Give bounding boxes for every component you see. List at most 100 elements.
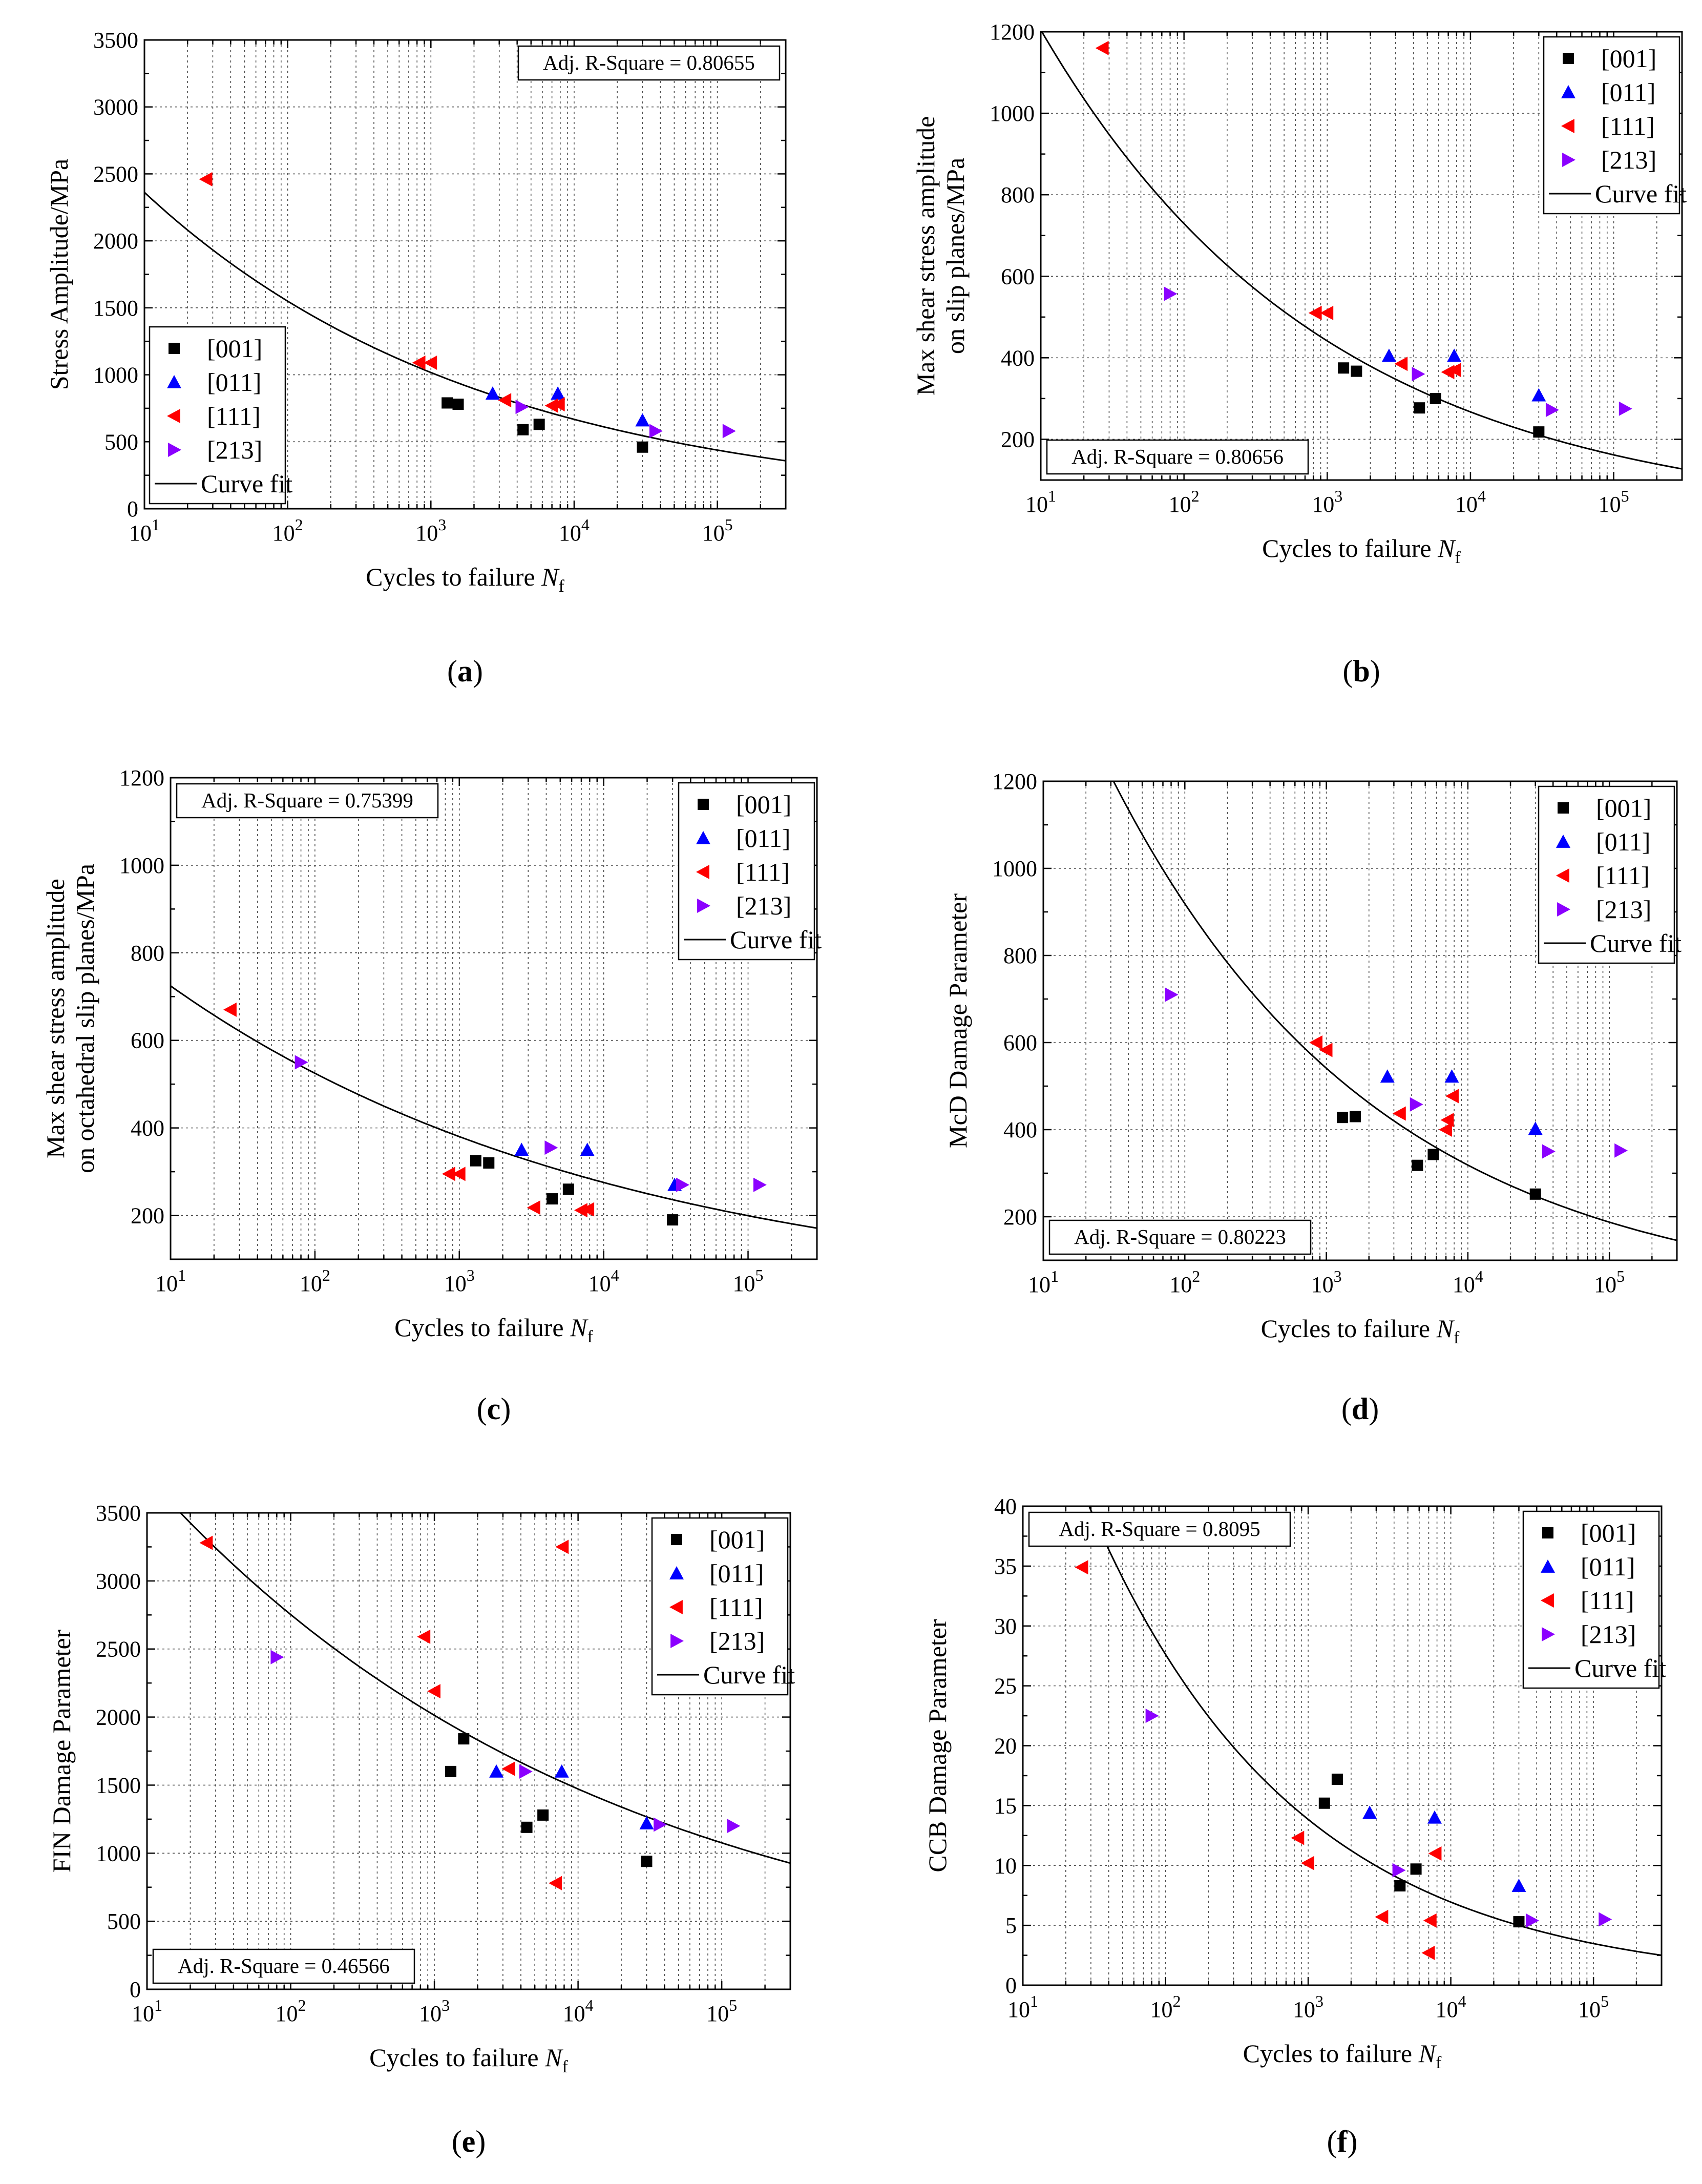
x-axis-title: Cycles to failure Nf: [1243, 2039, 1442, 2072]
data-point-s213: [1619, 401, 1632, 416]
data-point-s001: [445, 1765, 457, 1777]
legend-label-s213: [213]: [1601, 145, 1656, 174]
data-point-s001: [1394, 1880, 1406, 1891]
legend-label-fit: Curve fit: [1595, 179, 1687, 208]
y-tick-label: 3500: [96, 1501, 141, 1526]
legend-marker-s011: [1561, 85, 1575, 98]
data-point-s111: [442, 1167, 455, 1181]
series-s213: [270, 1650, 741, 1834]
data-point-s213: [649, 424, 663, 439]
data-point-s011: [1362, 1805, 1377, 1819]
legend: [001] [011] [111] [213] Curve fit: [1543, 36, 1687, 215]
data-point-s213: [1410, 1097, 1423, 1112]
data-point-s213: [654, 1817, 667, 1832]
data-point-s001: [458, 1733, 470, 1745]
y-tick-label: 1000: [990, 101, 1035, 126]
legend-marker-s111: [1561, 119, 1574, 133]
data-point-s213: [727, 1819, 741, 1834]
legend-label-s213: [213]: [1596, 895, 1651, 924]
data-point-s011: [551, 386, 565, 400]
y-tick-label: 2500: [96, 1637, 141, 1662]
y-tick-label: 30: [994, 1614, 1017, 1639]
legend-marker-s001: [169, 343, 180, 354]
legend-label-s213: [213]: [736, 891, 791, 920]
y-tick-label: 1000: [96, 1841, 141, 1866]
y-tick-label: 5: [1005, 1913, 1017, 1938]
x-tick-label: 102: [1169, 1267, 1200, 1297]
plot-frame: [1042, 780, 1678, 1261]
y-tick-label: 2500: [93, 161, 138, 186]
y-tick-label: 0: [130, 1977, 141, 2002]
legend-marker-s111: [167, 409, 180, 423]
data-point-s111: [1421, 1945, 1435, 1960]
data-point-s001: [452, 399, 464, 410]
data-point-s001: [637, 441, 648, 453]
grid: [1023, 1506, 1662, 1985]
y-axis-title: Max shear stress amplitude: [911, 116, 940, 396]
y-tick-label: 20: [994, 1734, 1017, 1759]
x-axis-title: Cycles to failure Nf: [366, 563, 564, 596]
data-point-s001: [562, 1183, 574, 1195]
series-s111: [1095, 40, 1461, 380]
legend-marker-s001: [1542, 1527, 1553, 1538]
data-point-s001: [1412, 1159, 1423, 1171]
series-s001: [445, 1733, 653, 1867]
legend-label-s111: [111]: [207, 402, 261, 430]
data-point-s001: [1337, 1112, 1349, 1124]
legend-label-s213: [213]: [207, 435, 262, 464]
legend-label-s011: [011]: [207, 368, 261, 397]
data-point-s111: [574, 1203, 587, 1218]
curve-fit-line: [171, 985, 817, 1229]
data-point-s213: [515, 400, 529, 414]
panel-label: (f): [1327, 2125, 1358, 2158]
data-point-s111: [427, 1684, 440, 1699]
data-point-s011: [1447, 348, 1462, 362]
r-square-box: [517, 45, 781, 81]
y-tick-label: 800: [1001, 182, 1035, 207]
data-point-s111: [501, 1761, 515, 1776]
data-point-s111: [581, 1202, 595, 1217]
data-point-s001: [1351, 365, 1362, 377]
series-s213: [295, 1055, 767, 1192]
legend-label-s011: [011]: [1596, 827, 1650, 856]
data-point-s111: [549, 1876, 562, 1890]
legend-marker-s111: [669, 1600, 683, 1614]
chart-panel-e: 101 102 103 104 1050500100015002000250030003…: [47, 1501, 795, 2158]
legend-label-fit: Curve fit: [730, 925, 822, 954]
series-s001: [1338, 362, 1545, 438]
data-point-s001: [1349, 1111, 1361, 1122]
legend-marker-s111: [1541, 1593, 1554, 1608]
r-square-label: Adj. R-Square = 0.75399: [201, 788, 413, 812]
data-point-s213: [676, 1177, 689, 1192]
y-tick-label: 1200: [119, 765, 164, 791]
y-tick-label: 1200: [990, 19, 1035, 45]
data-point-s111: [1423, 1913, 1437, 1928]
legend-label-s111: [111]: [709, 1593, 763, 1621]
legend-label-s001: [001]: [709, 1525, 765, 1554]
data-point-s011: [639, 1816, 654, 1829]
data-point-s213: [722, 424, 736, 439]
data-point-s011: [580, 1142, 595, 1156]
data-point-s001: [1331, 1773, 1343, 1785]
data-point-s001: [1338, 362, 1350, 374]
data-point-s001: [1430, 392, 1441, 404]
legend-label-s011: [011]: [736, 824, 790, 852]
data-point-s111: [1440, 1113, 1454, 1128]
r-square-box: [176, 783, 439, 819]
data-point-s001: [1427, 1149, 1439, 1160]
y-tick-label: 3000: [96, 1569, 141, 1594]
legend-label-s111: [111]: [1596, 861, 1650, 890]
r-square-label: Adj. R-Square = 0.8095: [1059, 1517, 1260, 1541]
data-point-s213: [1164, 286, 1178, 301]
data-point-s011: [1380, 1069, 1395, 1083]
chart-panel-f: 101 102 103 104 1050510152025303540[001][011…: [923, 1494, 1666, 2158]
data-point-s001: [517, 424, 529, 435]
y-tick-label: 1200: [992, 769, 1037, 794]
y-tick-label: 800: [1003, 943, 1037, 968]
data-point-s111: [555, 1540, 569, 1554]
data-point-s001: [521, 1821, 533, 1833]
legend-label-s001: [001]: [207, 334, 262, 363]
grid: [171, 778, 817, 1259]
data-point-s111: [1392, 1106, 1406, 1121]
